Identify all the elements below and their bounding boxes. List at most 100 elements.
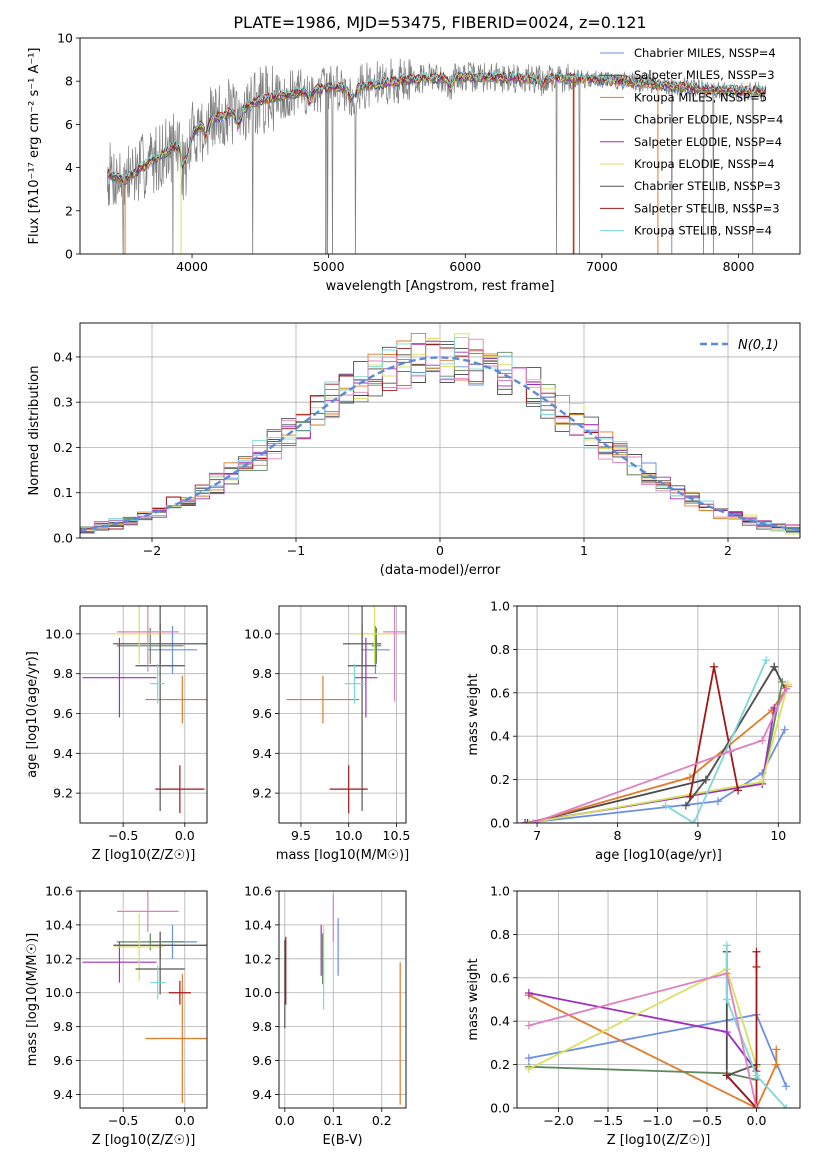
weight-vs-age-ylabel: mass weight: [466, 673, 481, 755]
weight-vs-age-marker-5-1: [758, 777, 767, 786]
weight-vs-age-series-8: [665, 659, 768, 823]
weight-vs-age-marker-8-0: [661, 801, 670, 810]
weight-vs-age-marker-6-2: [770, 662, 779, 671]
spectrum-ytick-label-4: 8: [65, 74, 73, 89]
weight-vs-age-marker-2-1: [685, 773, 694, 782]
age-vs-mass-ytick-label-3: 9.8: [252, 666, 272, 681]
age-vs-Z-point-7: [155, 765, 205, 814]
age-vs-Z-ytick-label-4: 10.0: [45, 626, 73, 641]
mass-vs-Z-ytick-label-5: 10.4: [45, 917, 73, 932]
age-vs-Z-xtick-label-1: 0.0: [175, 828, 195, 843]
age-vs-Z-ytick-label-1: 9.4: [53, 746, 73, 761]
age-vs-Z-point-9: [116, 606, 179, 672]
mass-vs-ebv-xtick-label-2: 0.2: [372, 1113, 392, 1128]
weight-vs-age-marker-9-1: [726, 747, 735, 756]
age-vs-Z-ytick-label-3: 9.8: [53, 666, 73, 681]
spectrum-ylabel: Flux [fλ10⁻¹⁷ erg cm⁻² s⁻¹ A⁻¹]: [27, 48, 42, 245]
mass-vs-ebv-xtick-label-0: 0.0: [275, 1113, 295, 1128]
weight-vs-age-marker-9-0: [529, 819, 538, 823]
mass-vs-ebv-frame: [278, 890, 407, 1109]
mass-vs-Z-ytick-label-1: 9.6: [53, 1053, 73, 1068]
mass-vs-ebv-panel: 0.0 0.1 0.2 9.4 9.6 9.8 10.0 10.2 10.4 10.6 E(B-V): [244, 884, 407, 1148]
figure-title: PLATE=1986, MJD=53475, FIBERID=0024, z=0…: [233, 13, 646, 32]
spectrum-xtick-label-2: 6000: [449, 259, 481, 274]
age-vs-Z-point-8: [150, 663, 166, 704]
spectrum-panel: 4000 5000 6000 7000 8000 0 2 4 6 8 10 wavelength [A…: [27, 31, 801, 294]
weight-vs-age-ytick-label-2: 0.4: [490, 729, 510, 744]
weight-vs-age-marker-7-2: [734, 786, 743, 795]
age-vs-Z-ytick-label-0: 9.2: [53, 786, 73, 801]
spectrum-ytick-label-1: 2: [65, 203, 73, 218]
weight-vs-Z-ylabel: mass weight: [466, 958, 481, 1040]
residuals-panel: −2 −1 0 1 2 0.0 0.1 0.2 0.3 0.4 (data-model)/error…: [27, 322, 801, 578]
weight-vs-Z-xtick-label-3: −0.5: [692, 1113, 722, 1128]
residuals-marks: [80, 332, 800, 537]
weight-vs-age-marker-7-1: [709, 662, 718, 671]
spectrum-ytick-label-5: 10: [57, 31, 73, 46]
age-vs-Z-xlabel: Z [log10(Z/Z☉)]: [92, 848, 196, 863]
age-vs-Z-frame: [79, 605, 208, 824]
mass-vs-Z-ylabel: mass [log10(M/M☉)]: [25, 933, 40, 1066]
mass-vs-Z-point-7: [168, 980, 191, 1005]
weight-vs-age-marker-8-1: [689, 819, 698, 823]
age-vs-Z-ylabel: age [log10(age/yr)]: [25, 651, 40, 778]
weight-vs-Z-frame: [516, 890, 801, 1109]
weight-vs-age-series-9: [532, 688, 788, 823]
weight-vs-Z-marker-7-3: [752, 962, 761, 971]
weight-vs-age-marks: [521, 656, 792, 823]
weight-vs-Z-ytick-label-2: 0.4: [490, 1014, 510, 1029]
mass-vs-Z-xtick-label-0: −0.5: [108, 1113, 138, 1128]
weight-vs-age-xtick-label-3: 10: [770, 828, 786, 843]
mass-vs-ebv-marks: [284, 894, 401, 1105]
weight-vs-Z-marker-7-0: [722, 1071, 731, 1080]
age-vs-mass-point-4: [354, 637, 378, 718]
spectrum-xtick-label-1: 5000: [313, 259, 345, 274]
residuals-xtick-label-0: −2: [143, 543, 161, 558]
spectrum-ytick-label-3: 6: [65, 117, 73, 132]
residuals-xlabel: (data-model)/error: [380, 563, 501, 578]
weight-vs-age-marker-9-2: [758, 736, 767, 745]
residuals-ytick-label-0: 0.0: [53, 531, 73, 546]
spectrum-legend-label-0: Chabrier MILES, NSSP=4: [634, 46, 776, 60]
mass-vs-ebv-ytick-label-2: 9.8: [252, 1019, 272, 1034]
weight-vs-age-marker-9-3: [782, 684, 791, 693]
mass-vs-Z-ytick-label-3: 10.0: [45, 985, 73, 1000]
age-vs-Z-point-4: [82, 637, 157, 718]
weight-vs-age-xtick-label-2: 9: [694, 828, 702, 843]
weight-vs-Z-marker-4-0: [524, 988, 533, 997]
age-vs-mass-xtick-label-0: 9.5: [291, 828, 311, 843]
mass-vs-Z-ytick-label-4: 10.2: [45, 951, 73, 966]
spectrum-legend-label-2: Kroupa MILES, NSSP=5: [634, 90, 767, 104]
weight-vs-age-marker-0-1: [713, 797, 722, 806]
residuals-frame: [79, 322, 801, 539]
age-vs-Z-point-2: [145, 675, 207, 724]
residuals-xtick-label-1: −1: [287, 543, 305, 558]
weight-vs-age-series-0: [524, 729, 786, 823]
mass-vs-Z-point-8: [150, 965, 166, 1000]
age-vs-mass-panel: 9.5 10.0 10.5 9.2 9.4 9.6 9.8 10.0 mass [log10(M…: [244, 605, 411, 863]
mass-vs-ebv-ytick-label-4: 10.2: [244, 951, 272, 966]
weight-vs-Z-marker-8-3: [782, 1104, 791, 1108]
weight-vs-Z-ytick-label-0: 0.0: [490, 1101, 510, 1116]
weight-vs-Z-marker-4-1: [722, 1028, 731, 1037]
age-vs-mass-frame: [278, 605, 407, 824]
age-vs-Z-point-5: [114, 606, 164, 664]
age-vs-mass-xtick-label-2: 10.5: [383, 828, 411, 843]
weight-vs-Z-ytick-label-5: 1.0: [490, 884, 510, 899]
weight-vs-Z-marker-9-2: [752, 1104, 761, 1108]
spectrum-legend: Chabrier MILES, NSSP=4 Salpeter MILES, NS…: [600, 46, 783, 238]
spectrum-marks: [106, 58, 767, 254]
weight-vs-age-marker-1-0: [523, 819, 532, 823]
weight-vs-Z-xlabel: Z [log10(Z/Z☉)]: [607, 1133, 711, 1148]
weight-vs-age-marker-4-0: [521, 819, 530, 823]
spectrum-xtick-label-4: 8000: [723, 259, 755, 274]
weight-vs-Z-marker-9-0: [524, 1021, 533, 1030]
age-vs-mass-xlabel: mass [log10(M/M☉)]: [276, 848, 409, 863]
mass-vs-Z-point-3: [116, 933, 184, 951]
age-vs-mass-point-5: [355, 606, 394, 664]
age-vs-Z-ytick-label-2: 9.6: [53, 706, 73, 721]
spectrum-legend-label-5: Kroupa ELODIE, NSSP=4: [634, 157, 775, 171]
age-vs-Z-panel: −0.5 0.0 9.2 9.4 9.6 9.8 10.0 Z [log10(Z/Z☉)] ag…: [25, 605, 208, 863]
